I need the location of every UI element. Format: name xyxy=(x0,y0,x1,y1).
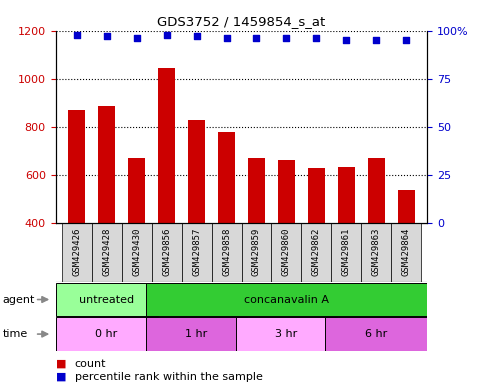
Bar xyxy=(278,161,295,223)
Bar xyxy=(92,223,122,282)
Bar xyxy=(331,223,361,282)
Text: GSM429857: GSM429857 xyxy=(192,227,201,276)
Bar xyxy=(152,223,182,282)
Point xyxy=(253,35,260,41)
Text: 6 hr: 6 hr xyxy=(365,329,387,339)
Bar xyxy=(308,167,325,223)
Bar xyxy=(242,223,271,282)
Text: time: time xyxy=(2,329,28,339)
Text: GSM429863: GSM429863 xyxy=(372,227,381,276)
Bar xyxy=(98,106,115,223)
Bar xyxy=(145,283,427,316)
Bar xyxy=(236,318,338,351)
Point xyxy=(223,35,230,41)
Text: GSM429426: GSM429426 xyxy=(72,227,81,276)
Text: GSM429856: GSM429856 xyxy=(162,227,171,276)
Text: GSM429864: GSM429864 xyxy=(402,227,411,276)
Point xyxy=(72,31,80,38)
Text: GSM429860: GSM429860 xyxy=(282,227,291,276)
Bar xyxy=(145,318,247,351)
Text: 3 hr: 3 hr xyxy=(275,329,298,339)
Title: GDS3752 / 1459854_s_at: GDS3752 / 1459854_s_at xyxy=(157,15,326,28)
Bar xyxy=(248,158,265,223)
Text: GSM429430: GSM429430 xyxy=(132,227,141,276)
Bar xyxy=(122,223,152,282)
Text: ■: ■ xyxy=(56,359,70,369)
Bar xyxy=(368,158,385,223)
Bar xyxy=(271,223,301,282)
Bar xyxy=(326,318,427,351)
Bar xyxy=(56,283,157,316)
Point xyxy=(133,35,141,41)
Text: GSM429859: GSM429859 xyxy=(252,227,261,276)
Bar xyxy=(301,223,331,282)
Bar xyxy=(128,158,145,223)
Text: concanavalin A: concanavalin A xyxy=(244,295,329,305)
Bar xyxy=(212,223,242,282)
Point xyxy=(163,31,170,38)
Point xyxy=(403,37,411,43)
Bar xyxy=(218,131,235,223)
Text: percentile rank within the sample: percentile rank within the sample xyxy=(75,372,263,382)
Bar xyxy=(188,119,205,223)
Text: 0 hr: 0 hr xyxy=(96,329,118,339)
Bar xyxy=(56,318,157,351)
Text: GSM429428: GSM429428 xyxy=(102,227,111,276)
Text: GSM429861: GSM429861 xyxy=(342,227,351,276)
Text: untreated: untreated xyxy=(79,295,134,305)
Bar xyxy=(398,190,415,223)
Text: GSM429858: GSM429858 xyxy=(222,227,231,276)
Point xyxy=(372,37,380,43)
Bar xyxy=(61,223,92,282)
Point xyxy=(103,33,111,40)
Point xyxy=(342,37,350,43)
Bar xyxy=(338,167,355,223)
Text: count: count xyxy=(75,359,106,369)
Bar xyxy=(182,223,212,282)
Point xyxy=(313,35,320,41)
Bar xyxy=(361,223,391,282)
Point xyxy=(193,33,200,40)
Bar xyxy=(68,110,85,223)
Text: 1 hr: 1 hr xyxy=(185,329,208,339)
Text: ■: ■ xyxy=(56,372,70,382)
Bar xyxy=(158,68,175,223)
Text: GSM429862: GSM429862 xyxy=(312,227,321,276)
Bar xyxy=(391,223,422,282)
Point xyxy=(283,35,290,41)
Text: agent: agent xyxy=(2,295,35,305)
